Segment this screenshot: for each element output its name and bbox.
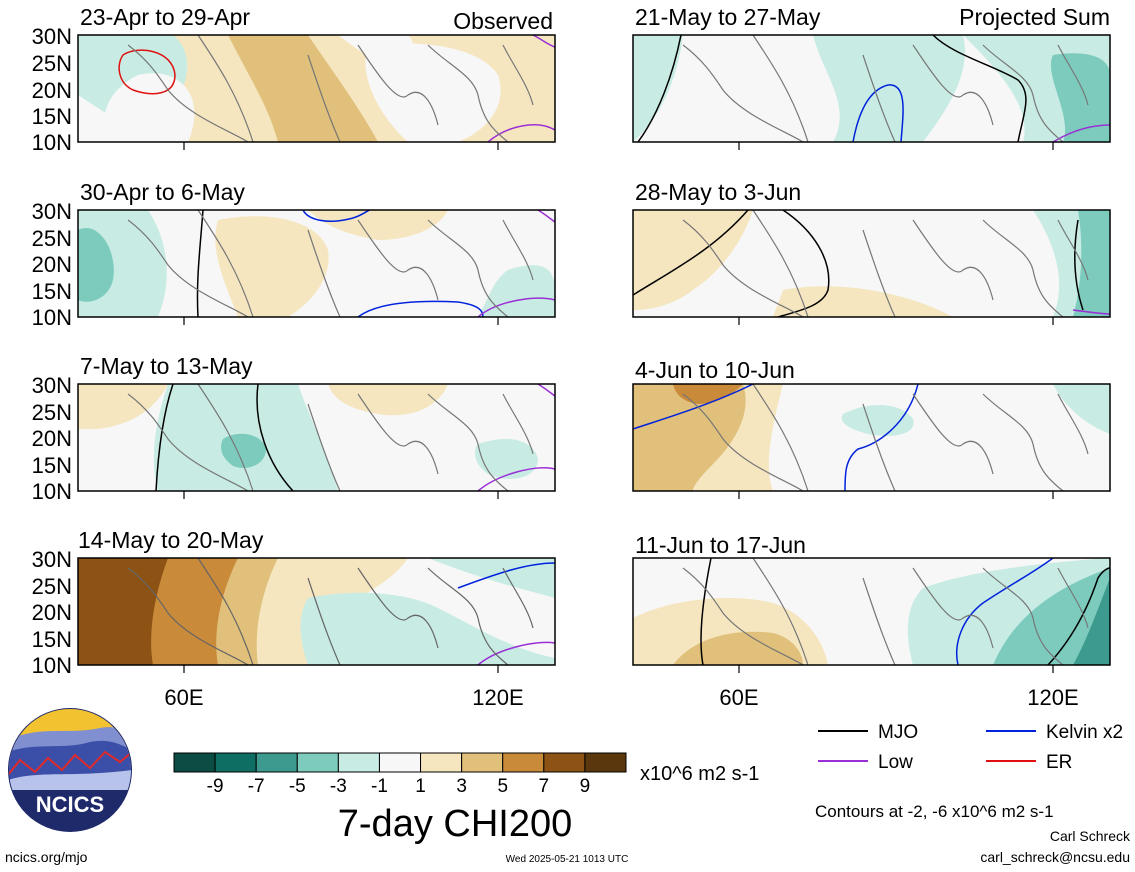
colorbar-tick-label: -9 — [207, 776, 224, 797]
colorbar-swatch — [543, 752, 586, 773]
ncics-logo: NCICS — [8, 708, 132, 832]
panel-title-right-3: 4-Jun to 10-Jun — [635, 357, 795, 383]
colorbar-swatch — [420, 752, 463, 773]
map-panel-left-2 — [77, 209, 556, 318]
colorbar-tick-label: -7 — [248, 776, 265, 797]
lat-label-15n: 15N — [32, 279, 72, 304]
colorbar-swatch — [461, 752, 504, 773]
lat-label-10n: 10N — [32, 653, 72, 678]
colorbar-tick-label: 9 — [580, 776, 591, 797]
colorbar-tick-label: -5 — [289, 776, 306, 797]
colorbar-swatch — [296, 752, 339, 773]
observed-label: Observed — [453, 8, 553, 34]
map-panel-right-3 — [632, 383, 1111, 492]
coastline — [682, 209, 1089, 318]
projected-sum-label: Projected Sum — [959, 4, 1110, 30]
map-panel-right-4 — [632, 557, 1111, 666]
coastline — [127, 209, 534, 318]
lat-axis: 30N 25N 20N 15N 10N 30N 25N 20N 15N 10N … — [32, 24, 72, 678]
map-panel-left-3 — [77, 383, 556, 492]
lon-label-120e-left: 120E — [472, 685, 523, 710]
colorbar-tick-label: 3 — [456, 776, 467, 797]
panel-title-left-2: 30-Apr to 6-May — [80, 179, 245, 205]
colorbar-swatch — [378, 752, 422, 773]
lat-label-10n: 10N — [32, 479, 72, 504]
legend-mjo-label: MJO — [878, 722, 918, 743]
colorbar-swatch — [214, 752, 257, 773]
colorbar-title: 7-day CHI200 — [338, 803, 572, 845]
lat-label-30n: 30N — [32, 24, 72, 49]
coastline — [127, 557, 534, 666]
colorbar-swatch — [502, 752, 545, 773]
lon-label-60e-right: 60E — [719, 685, 758, 710]
panel-title-left-3: 7-May to 13-May — [80, 353, 253, 379]
lat-label-20n: 20N — [32, 252, 72, 277]
colorbar-swatch — [337, 752, 380, 773]
contours-note: Contours at -2, -6 x10^6 m2 s-1 — [815, 802, 1054, 821]
coastline — [682, 383, 1089, 492]
lat-label-30n: 30N — [32, 199, 72, 224]
map-panel-right-1 — [632, 34, 1111, 143]
legend-er-label: ER — [1046, 752, 1072, 773]
colorbar-units: x10^6 m2 s-1 — [640, 763, 759, 785]
footer-timestamp: Wed 2025-05-21 1013 UTC — [506, 854, 629, 865]
panel-title-right-4: 11-Jun to 17-Jun — [635, 532, 806, 558]
ncics-logo-text: NCICS — [36, 792, 104, 817]
panel-title-left-4: 14-May to 20-May — [78, 527, 264, 553]
lat-label-20n: 20N — [32, 600, 72, 625]
lat-label-10n: 10N — [32, 305, 72, 330]
lat-label-15n: 15N — [32, 104, 72, 129]
colorbar: -9 -7 -5 -3 -1 1 3 5 7 9 — [173, 752, 627, 797]
lat-label-10n: 10N — [32, 130, 72, 155]
coastline — [682, 557, 1089, 666]
lon-label-120e-right: 120E — [1027, 685, 1078, 710]
lat-label-20n: 20N — [32, 426, 72, 451]
colorbar-swatch — [173, 752, 216, 773]
map-panel-left-1 — [77, 34, 556, 143]
legend-kelvin-label: Kelvin x2 — [1046, 722, 1123, 743]
footer-author: Carl Schreck — [1050, 828, 1131, 844]
lat-label-20n: 20N — [32, 78, 72, 103]
lat-label-25n: 25N — [32, 574, 72, 599]
coastline — [127, 383, 534, 492]
lat-label-25n: 25N — [32, 51, 72, 76]
panel-title-right-1: 21-May to 27-May — [635, 4, 821, 30]
panel-title-right-2: 28-May to 3-Jun — [635, 179, 801, 205]
colorbar-tick-label: 7 — [539, 776, 550, 797]
colorbar-tick-label: -3 — [330, 776, 347, 797]
lat-label-15n: 15N — [32, 453, 72, 478]
footer-email: carl_schreck@ncsu.edu — [980, 849, 1130, 865]
lat-label-15n: 15N — [32, 627, 72, 652]
map-panel-right-2 — [632, 209, 1111, 318]
coastline — [682, 34, 1089, 143]
lat-label-30n: 30N — [32, 373, 72, 398]
lat-label-25n: 25N — [32, 226, 72, 251]
panel-title-left-1: 23-Apr to 29-Apr — [80, 4, 250, 30]
colorbar-swatch — [255, 752, 298, 773]
lon-label-60e-left: 60E — [164, 685, 203, 710]
colorbar-tick-label: 1 — [415, 776, 426, 797]
colorbar-tick-label: 5 — [497, 776, 508, 797]
lat-label-30n: 30N — [32, 547, 72, 572]
lon-ticks — [183, 142, 1054, 673]
footer-url: ncics.org/mjo — [5, 849, 88, 865]
legend: MJO Kelvin x2 Low ER — [818, 722, 1123, 773]
legend-low-label: Low — [878, 752, 913, 773]
lat-label-25n: 25N — [32, 400, 72, 425]
colorbar-tick-label: -1 — [371, 776, 388, 797]
map-panel-left-4 — [77, 557, 556, 666]
coastline — [127, 34, 534, 143]
colorbar-swatch — [584, 752, 627, 773]
